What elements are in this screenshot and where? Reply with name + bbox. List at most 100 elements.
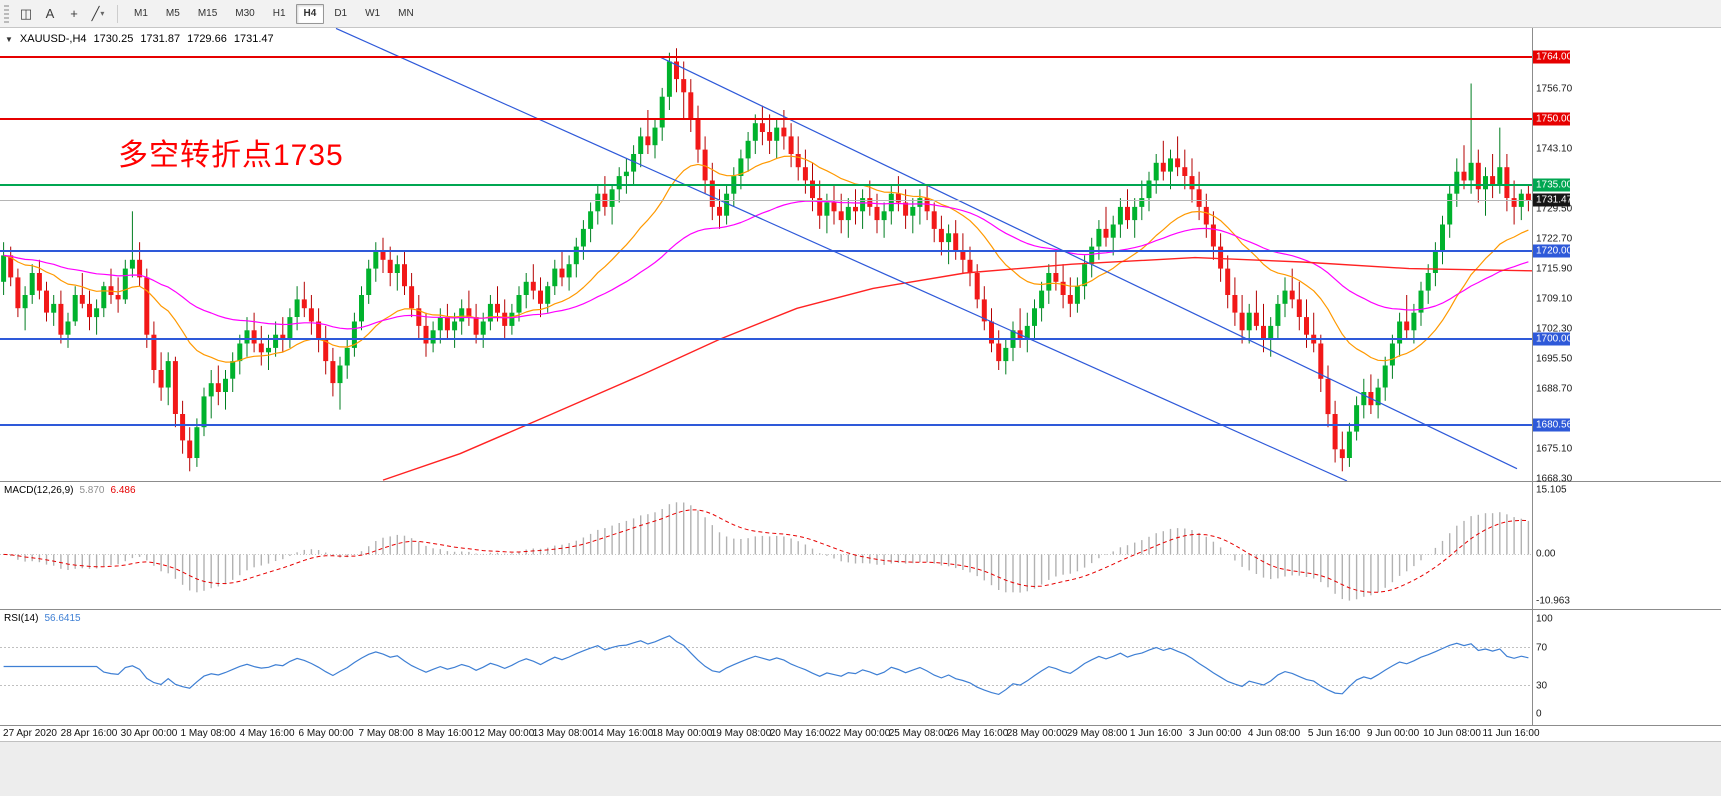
candlestick-series [1,48,1531,472]
rsi-name: RSI(14) [4,613,39,624]
macd-indicator-panel: MACD(12,26,9) 5.870 6.486 15.105 0.00 -10.… [0,482,1721,610]
time-axis-label: 4 May 16:00 [239,728,295,739]
toolbar-drag-handle[interactable] [4,4,9,23]
ma-fast-line [3,155,1529,363]
time-axis-label: 9 Jun 00:00 [1366,728,1420,739]
time-axis-label: 6 May 00:00 [298,728,354,739]
toolbar: ◫ A + ╱ ▾ M1 M5 M15 M30 H1 H4 D1 W1 MN [0,0,1721,28]
timeframe-buttons-group: M1 M5 M15 M30 H1 H4 D1 W1 MN [126,3,422,24]
time-axis-label: 28 Apr 16:00 [60,728,118,739]
timeframe-button-h4[interactable]: H4 [295,3,325,24]
timeframe-button-mn[interactable]: MN [398,8,414,19]
time-axis-label: 28 May 00:00 [1006,728,1068,739]
time-axis-label: 12 May 00:00 [473,728,535,739]
price-tick-label: 1695.50 [1536,353,1573,365]
timeframe-button-d1[interactable]: D1 [334,8,348,19]
price-chart-plot[interactable] [0,28,1532,481]
rsi-tick-label: 30 [1536,680,1548,691]
trendline[interactable] [659,56,1518,470]
macd-plot[interactable] [0,482,1532,609]
macd-indicator-label: MACD(12,26,9) 5.870 6.486 [4,485,136,496]
macd-scale-axis[interactable]: 15.105 0.00 -10.963 [1532,482,1570,609]
toolbar-separator [117,4,118,23]
time-axis-label: 30 Apr 00:00 [120,728,178,739]
timeframe-button-m5[interactable]: M5 [165,8,180,19]
rsi-indicator-label: RSI(14) 56.6415 [4,613,81,624]
rsi-indicator-panel: RSI(14) 56.6415 100 70 30 0 [0,610,1721,726]
time-axis-label: 1 Jun 16:00 [1129,728,1183,739]
time-axis-label: 10 Jun 08:00 [1423,728,1481,739]
rsi-tick-label: 70 [1536,642,1548,653]
time-axis-label: 22 May 00:00 [829,728,891,739]
chart-ohlc-header: ▼ XAUUSD-,H4 1730.25 1731.87 1729.66 173… [5,33,274,45]
ma-slow-line [382,256,1532,481]
price-tick-label: 1743.10 [1536,143,1573,155]
price-tick-label: 1702.30 [1536,323,1573,335]
time-axis-label: 3 Jun 00:00 [1188,728,1242,739]
ohlc-low: 1729.66 [187,33,227,45]
time-axis-label: 25 May 08:00 [888,728,950,739]
time-axis-label: 27 Apr 2020 [3,728,57,739]
macd-value-signal: 6.486 [110,485,136,496]
ohlc-close: 1731.47 [233,33,274,45]
price-level-tag: 1720.00 [1533,244,1572,258]
macd-tick-label: 0.00 [1536,548,1556,560]
trendline-tool-icon[interactable]: ╱ ▾ [91,5,105,21]
macd-histogram [2,502,1530,601]
rsi-tick-label: 100 [1536,613,1553,625]
timeframe-button-h1[interactable]: H1 [272,8,286,19]
rsi-line [3,635,1529,696]
macd-tick-label: -10.963 [1536,595,1570,607]
price-tick-label: 1715.90 [1536,263,1573,275]
time-axis-label: 11 Jun 16:00 [1482,728,1540,739]
bottom-strip [0,742,1721,796]
chart-type-icon[interactable]: ◫ [19,5,33,21]
price-level-tag: 1764.00 [1533,50,1572,64]
price-tick-label: 1668.30 [1536,473,1573,485]
time-axis-label: 29 May 08:00 [1066,728,1128,739]
time-axis-label: 14 May 16:00 [592,728,654,739]
rsi-tick-label: 0 [1536,708,1542,720]
price-tick-label: 1729.50 [1536,203,1573,215]
time-axis-label: 4 Jun 08:00 [1247,728,1301,739]
crosshair-icon[interactable]: + [70,6,78,21]
price-scale-axis[interactable]: 1756.70 1743.10 1729.50 1722.70 1715.90 1709.… [1532,28,1573,485]
price-tick-label: 1709.10 [1536,293,1573,305]
trendline[interactable] [335,28,1348,481]
price-tick-label: 1756.70 [1536,83,1573,95]
quick-trade-arrow-icon[interactable]: ▼ [5,34,13,44]
price-tick-label: 1722.70 [1536,233,1573,245]
ohlc-open: 1730.25 [93,33,134,45]
annotation-text[interactable]: 多空转折点1735 [118,139,344,172]
price-tick-label: 1688.70 [1536,383,1573,395]
timeframe-button-m1[interactable]: M1 [134,8,148,19]
rsi-plot[interactable] [0,610,1532,725]
time-axis-label: 26 May 16:00 [947,728,1009,739]
price-level-tag: 1700.00 [1533,332,1572,346]
time-axis-label: 7 May 08:00 [358,728,414,739]
time-axis-label: 13 May 08:00 [532,728,594,739]
drawing-tools-group: ◫ A + ╱ ▾ [15,3,109,25]
macd-name: MACD(12,26,9) [4,485,74,496]
ohlc-high: 1731.87 [140,33,181,45]
price-level-tag: 1750.00 [1533,112,1572,126]
price-tick-label: 1675.10 [1536,443,1573,455]
price-level-tag: 1731.47 [1533,193,1572,207]
macd-value-main: 5.870 [79,485,105,496]
time-axis-label: 5 Jun 16:00 [1307,728,1361,739]
timeframe-button-w1[interactable]: W1 [365,8,381,19]
rsi-value: 56.6415 [44,613,81,624]
time-axis[interactable]: 27 Apr 2020 28 Apr 16:00 30 Apr 00:00 1 May… [0,726,1721,742]
timeframe-button-m30[interactable]: M30 [235,8,255,19]
text-tool-icon[interactable]: A [45,6,55,21]
price-level-tag: 1735.00 [1533,178,1572,192]
price-chart-panel: ▼ XAUUSD-,H4 1730.25 1731.87 1729.66 173… [0,28,1721,485]
dropdown-arrow-icon[interactable]: ▾ [100,9,105,18]
macd-signal-line [3,509,1529,593]
time-axis-label: 18 May 00:00 [651,728,713,739]
timeframe-button-m15[interactable]: M15 [197,8,218,19]
time-axis-label: 20 May 16:00 [769,728,831,739]
rsi-scale-axis[interactable]: 100 70 30 0 [1532,610,1569,725]
symbol-label: XAUUSD-,H4 [19,33,87,45]
